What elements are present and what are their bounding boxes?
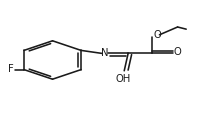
Text: O: O: [173, 47, 181, 57]
Text: F: F: [8, 64, 14, 74]
Text: OH: OH: [116, 74, 131, 84]
Text: N: N: [101, 48, 109, 58]
Text: O: O: [153, 30, 161, 40]
